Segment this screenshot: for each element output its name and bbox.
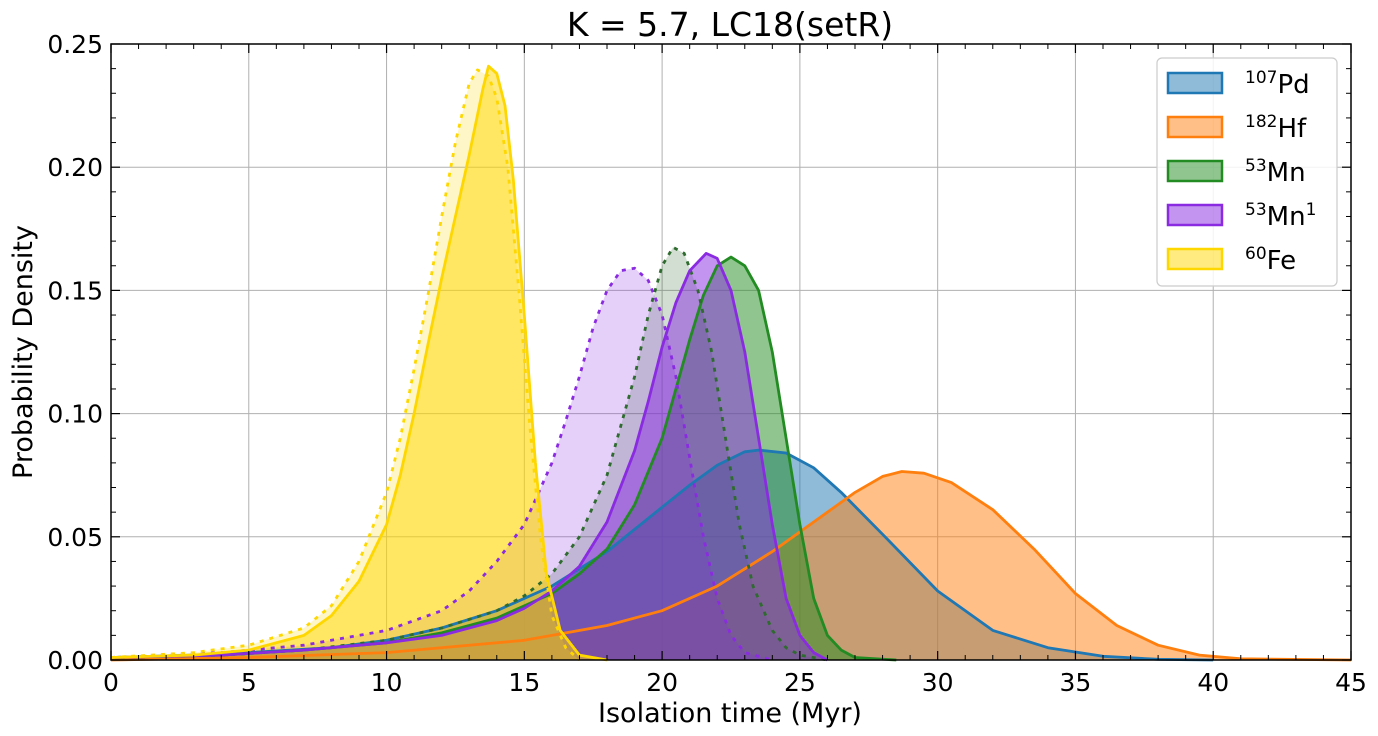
- x-tick-label: 40: [1197, 668, 1229, 697]
- plot-frame: [110, 43, 1352, 661]
- legend-label-mn53b_solid: 53Mn1: [1245, 200, 1316, 232]
- line-fe60_solid: [110, 64, 608, 662]
- area-mn53b_solid: [111, 253, 828, 660]
- legend-label-mn53_solid: 53Mn: [1245, 156, 1306, 188]
- x-tick-label: 0: [103, 668, 119, 697]
- y-axis-label: Probability Density: [8, 225, 39, 479]
- y-tick-label: 0.10: [47, 400, 103, 429]
- legend: 107Pd 182Hf 53Mn 53Mn1 60Fe: [1156, 57, 1338, 287]
- axis-ticks: 0 5 10 15 20 25 30 35 40 45 0.00 0.05 0.10 0.15 0.20 0.…: [47, 30, 1367, 697]
- legend-label-fe60_solid: 60Fe: [1245, 244, 1296, 276]
- series-fills: [111, 66, 1351, 661]
- chart-title: K = 5.7, LC18(setR): [567, 5, 893, 44]
- legend-swatch-fe60_solid: [1166, 247, 1224, 271]
- line-pd107: [110, 448, 1214, 662]
- line-mn53_dashed: [110, 245, 828, 662]
- legend-swatch-mn53b_solid: [1166, 203, 1224, 227]
- x-tick-label: 10: [371, 668, 403, 697]
- x-tick-label: 15: [508, 668, 540, 697]
- series-lines: [110, 64, 1352, 662]
- x-tick-label: 35: [1060, 668, 1092, 697]
- area-mn53b_dashed: [111, 268, 773, 660]
- x-tick-label: 20: [646, 668, 678, 697]
- y-tick-label: 0.20: [47, 153, 103, 182]
- area-fe60_dashed: [111, 69, 580, 660]
- x-tick-label: 25: [784, 668, 816, 697]
- y-tick-label: 0.05: [47, 523, 103, 552]
- x-axis-label: Isolation time (Myr): [598, 698, 862, 729]
- legend-swatch-hf182: [1166, 115, 1224, 139]
- legend-label-hf182: 182Hf: [1245, 112, 1307, 144]
- legend-swatch-pd107: [1166, 71, 1224, 95]
- line-mn53b_solid: [110, 252, 829, 662]
- x-tick-label: 45: [1335, 668, 1367, 697]
- y-tick-label: 0.15: [47, 276, 103, 305]
- area-fe60_solid: [111, 66, 607, 660]
- y-tick-label: 0.25: [47, 30, 103, 59]
- legend-swatch-mn53_solid: [1166, 159, 1224, 183]
- y-tick-label: 0.00: [47, 646, 103, 675]
- x-tick-label: 30: [922, 668, 954, 697]
- legend-label-pd107: 107Pd: [1245, 68, 1310, 100]
- x-tick-label: 5: [241, 668, 257, 697]
- legend-box: [1156, 57, 1338, 287]
- line-mn53_solid: [110, 255, 897, 662]
- area-hf182: [111, 471, 1351, 660]
- line-hf182: [110, 470, 1352, 662]
